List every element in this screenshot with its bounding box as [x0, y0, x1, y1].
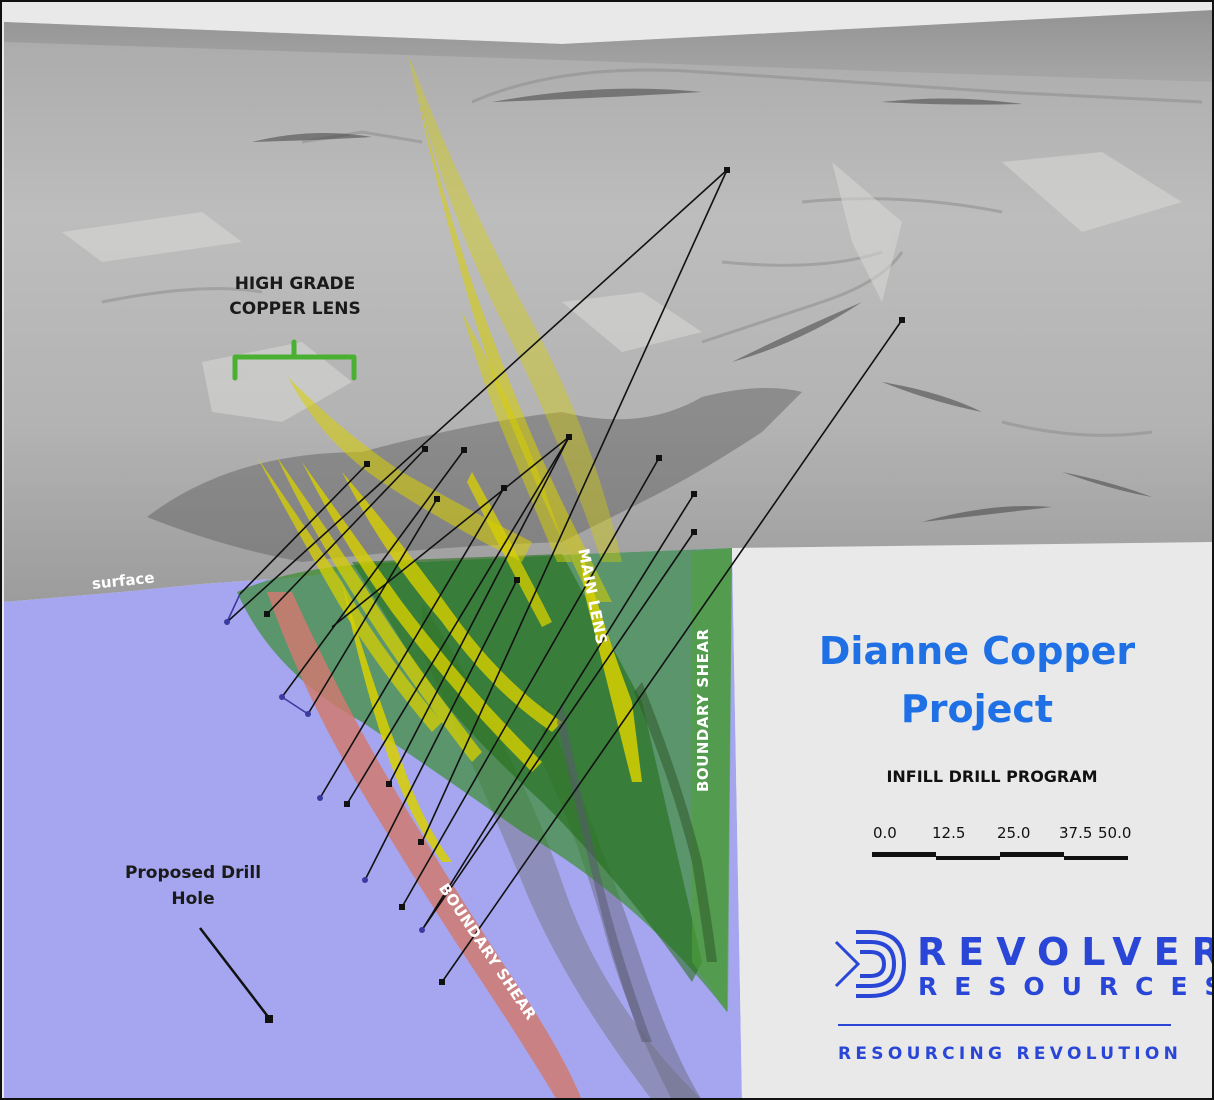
high-grade-copper-lens-label: HIGH GRADE COPPER LENS	[202, 272, 388, 322]
scale-segment	[936, 856, 1000, 860]
high-grade-line2: COPPER LENS	[229, 299, 361, 319]
scale-segment	[1064, 856, 1128, 860]
title-line1: Dianne Copper	[818, 629, 1136, 673]
brand-name-resources: RESOURCES	[918, 972, 1214, 1001]
scale-tick: 50.0	[1098, 824, 1132, 842]
brand-tagline: RESOURCING REVOLUTION	[838, 1044, 1183, 1064]
terrain-light-patches	[62, 152, 1182, 422]
scale-segment	[872, 852, 936, 857]
scale-segment	[1000, 852, 1064, 857]
drill-collars	[264, 167, 905, 985]
brand-name-revolver: REVOLVER	[917, 930, 1214, 974]
title-line2: Project	[900, 687, 1054, 731]
revolver-logo-mark	[834, 928, 907, 1000]
program-subtitle: INFILL DRILL PROGRAM	[886, 767, 1098, 786]
proposed-drill-hole-label: Proposed Drill Hole	[110, 860, 276, 912]
proposed-drill-hole-collar	[265, 1015, 273, 1023]
scale-tick: 25.0	[997, 824, 1031, 842]
drill-toe-points	[224, 619, 425, 933]
proposed-line1: Proposed Drill	[124, 863, 262, 883]
scale-tick: 0.0	[873, 824, 897, 842]
drill-holes	[226, 169, 903, 983]
scale-tick: 12.5	[932, 824, 966, 842]
project-title: Dianne Copper Project	[782, 622, 1172, 738]
scale-bar: 0.0 12.5 25.0 37.5 50.0	[870, 824, 1132, 864]
logo-divider	[838, 1024, 1171, 1026]
high-grade-line1: HIGH GRADE	[234, 274, 356, 294]
high-grade-bracket	[232, 339, 357, 381]
scale-tick: 37.5	[1059, 824, 1093, 842]
proposed-drill-hole-symbol	[199, 927, 270, 1019]
boundary-shear-left	[267, 592, 582, 1098]
grey-ribbon	[557, 702, 652, 1042]
terrain-dark-streaks	[252, 88, 1152, 522]
boundary-shear-right-label: BOUNDARY SHEAR	[694, 628, 712, 792]
terrain-horizon	[4, 10, 1212, 82]
drill-hole-blue-tails	[226, 593, 309, 715]
proposed-line2: Hole	[171, 889, 215, 909]
